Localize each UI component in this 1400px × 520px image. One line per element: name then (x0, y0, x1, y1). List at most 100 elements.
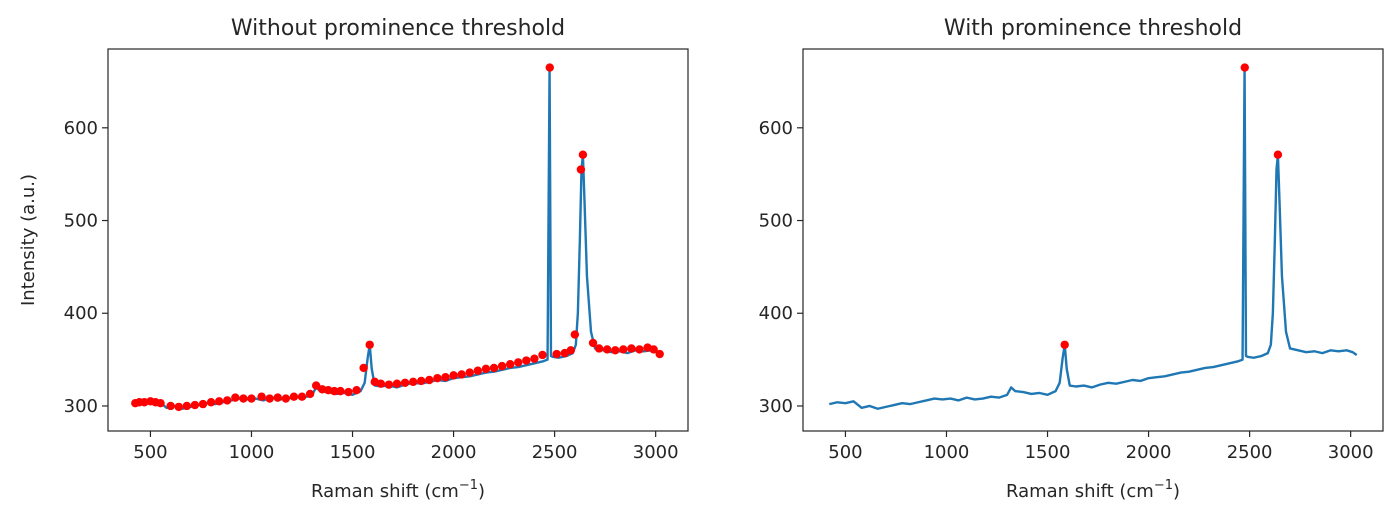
series-line (134, 66, 663, 410)
peak-marker (344, 387, 353, 397)
y-tick-label: 400 (64, 303, 98, 324)
peak-marker (273, 393, 282, 402)
chart-without-prominence: Without prominence threshold 500 1000 1500 2… (18, 16, 689, 502)
peak-marker (239, 394, 248, 403)
peak-marker (1060, 340, 1069, 349)
peak-marker (166, 401, 175, 411)
peak-marker (305, 389, 315, 399)
peak-marker (570, 330, 580, 339)
peak-marker (265, 394, 274, 403)
peak-marker (214, 397, 224, 406)
peak-marker (1240, 63, 1249, 72)
y-tick-label: 400 (759, 303, 793, 324)
peak-marker (231, 393, 240, 402)
peak-marker (594, 344, 604, 353)
chart-title: Without prominence threshold (231, 16, 565, 41)
peak-marker (481, 364, 491, 374)
peak-marker (198, 399, 208, 409)
peak-marker (566, 346, 575, 355)
peak-marker (182, 401, 192, 411)
peak-marker (576, 165, 586, 174)
x-tick-label: 3000 (1328, 442, 1374, 463)
y-tick-label: 600 (759, 118, 793, 139)
peak-marker (392, 379, 402, 388)
peak-marker (330, 386, 339, 396)
peak-marker (408, 377, 418, 387)
peak-marker (223, 396, 232, 405)
peak-marker (505, 360, 515, 369)
x-tick-label: 2000 (431, 442, 477, 463)
y-tick-label: 500 (64, 211, 98, 232)
x-axis-label-sup: −1 (1154, 478, 1173, 493)
x-axis-label-sup: −1 (459, 478, 478, 493)
peak-marker (206, 398, 216, 407)
peak-marker (425, 375, 434, 385)
peak-marker (530, 354, 539, 363)
peak-marker (602, 345, 612, 354)
peak-marker (497, 361, 507, 371)
peak-marker (538, 350, 547, 360)
peak-marker (611, 346, 620, 355)
peak-marker (156, 398, 165, 408)
peak-marker (489, 363, 499, 373)
peak-marker (545, 63, 554, 72)
y-tick-label: 600 (64, 118, 98, 139)
peak-marker (365, 340, 374, 349)
peak-marker (352, 386, 361, 395)
peak-marker (514, 358, 523, 367)
peak-marker (336, 386, 345, 396)
x-tick-label: 1000 (924, 442, 970, 463)
peak-marker (588, 338, 598, 348)
peak-marker (433, 373, 442, 383)
peak-marker (174, 402, 183, 412)
peak-marker (457, 370, 466, 379)
peak-marker (655, 349, 664, 359)
y-tick-label: 500 (759, 211, 793, 232)
y-axis-label: Intensity (a.u.) (18, 174, 39, 306)
peak-marker (297, 392, 307, 401)
x-axis-label-main: Raman shift (cm (1006, 481, 1154, 502)
plot-frame (802, 48, 1384, 432)
peak-marker (384, 380, 394, 389)
y-tick-label: 300 (64, 396, 98, 417)
x-tick-label: 1000 (229, 442, 275, 463)
peak-marker (417, 376, 426, 386)
peak-marker (376, 379, 386, 388)
peak-marker (627, 344, 636, 353)
peak-marker (473, 366, 483, 375)
plot-frame (107, 48, 689, 432)
chart-title: With prominence threshold (944, 16, 1242, 41)
series-line (829, 66, 1358, 410)
x-tick-label: 500 (828, 442, 862, 463)
x-axis-label: Raman shift (cm−1) (311, 478, 485, 502)
peak-marker (578, 150, 588, 159)
x-axis-label: Raman shift (cm−1) (1006, 478, 1180, 502)
peak-marker (1273, 150, 1283, 159)
peak-marker (552, 349, 561, 359)
y-tick-label: 300 (759, 396, 793, 417)
x-axis-label-end: ) (478, 481, 485, 502)
peak-marker (190, 400, 200, 410)
peak-marker (311, 381, 321, 390)
peak-marker (649, 345, 658, 354)
x-tick-label: 2500 (532, 442, 578, 463)
peak-marker (635, 345, 644, 354)
peak-marker (441, 373, 450, 382)
x-tick-label: 2000 (1126, 442, 1172, 463)
x-axis-label-main: Raman shift (cm (311, 481, 459, 502)
peak-marker (449, 371, 458, 380)
chart-with-prominence: With prominence threshold 500 1000 1500 2000… (759, 16, 1384, 502)
x-tick-label: 3000 (633, 442, 679, 463)
peak-marker (465, 368, 474, 377)
peak-marker (522, 356, 531, 365)
peak-marker (281, 394, 291, 403)
peak-marker (247, 394, 256, 403)
peak-marker (257, 392, 266, 401)
x-tick-label: 1500 (1025, 442, 1071, 463)
peak-marker (289, 392, 299, 401)
peak-marker (400, 378, 410, 387)
x-tick-label: 1500 (330, 442, 376, 463)
peak-marker (619, 345, 628, 354)
x-axis-label-end: ) (1173, 481, 1180, 502)
